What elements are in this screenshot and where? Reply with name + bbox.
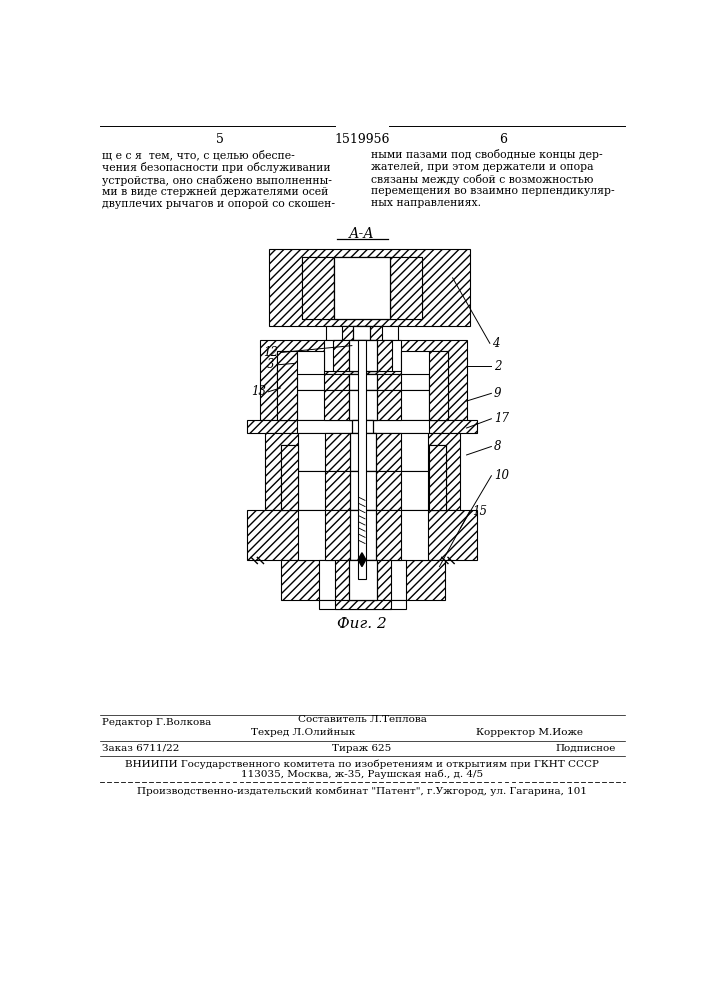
Text: Фиг. 2: Фиг. 2 xyxy=(337,617,387,631)
Bar xyxy=(428,351,448,420)
Text: 10: 10 xyxy=(493,469,509,482)
Bar xyxy=(247,510,477,560)
Bar xyxy=(301,257,422,319)
Bar xyxy=(297,389,428,420)
Bar xyxy=(358,340,366,579)
Bar xyxy=(277,351,297,420)
Text: 1519956: 1519956 xyxy=(334,133,390,146)
Bar xyxy=(390,257,422,319)
Bar xyxy=(349,340,377,371)
Bar xyxy=(297,420,428,433)
Text: Производственно-издательский комбинат "Патент", г.Ужгород, ул. Гагарина, 101: Производственно-издательский комбинат "П… xyxy=(137,786,587,796)
Text: А-А: А-А xyxy=(349,227,375,241)
Bar xyxy=(403,445,445,510)
Text: щ е с я  тем, что, с целью обеспе-
чения безопасности при обслуживании
устройств: щ е с я тем, что, с целью обеспе- чения … xyxy=(103,149,335,209)
Text: 12: 12 xyxy=(263,346,279,359)
Bar xyxy=(281,445,323,510)
Text: Заказ 6711/22: Заказ 6711/22 xyxy=(103,744,180,753)
Text: 4: 4 xyxy=(492,337,500,350)
Text: 113035, Москва, ж-35, Раушская наб., д. 4/5: 113035, Москва, ж-35, Раушская наб., д. … xyxy=(241,770,483,779)
Bar xyxy=(324,340,402,371)
Polygon shape xyxy=(358,553,366,567)
Text: 3: 3 xyxy=(267,358,274,371)
Bar xyxy=(341,326,382,340)
Bar xyxy=(335,560,391,600)
Bar xyxy=(349,433,376,471)
Text: 13: 13 xyxy=(251,385,266,398)
Bar xyxy=(269,249,470,326)
Bar xyxy=(298,510,428,560)
Bar xyxy=(334,257,390,319)
Bar xyxy=(298,471,428,510)
Text: 2: 2 xyxy=(493,360,501,373)
Bar xyxy=(325,471,401,510)
Text: 5: 5 xyxy=(216,133,224,146)
Bar xyxy=(298,433,428,471)
Bar xyxy=(324,374,402,389)
Bar xyxy=(281,445,298,510)
Text: Составитель Л.Теплова: Составитель Л.Теплова xyxy=(298,715,426,724)
Bar xyxy=(428,445,445,510)
Text: 15: 15 xyxy=(472,505,487,518)
Bar xyxy=(335,600,391,609)
Bar xyxy=(301,257,334,319)
Bar xyxy=(333,340,392,371)
Bar xyxy=(349,389,377,420)
Bar xyxy=(349,510,376,560)
Bar xyxy=(281,560,445,600)
Text: 9: 9 xyxy=(493,387,501,400)
Bar xyxy=(265,433,460,510)
Bar xyxy=(325,433,401,471)
Bar xyxy=(349,471,376,510)
Text: ВНИИПИ Государственного комитета по изобретениям и открытиям при ГКНТ СССР: ВНИИПИ Государственного комитета по изоб… xyxy=(125,759,599,769)
Bar xyxy=(354,326,370,340)
Bar xyxy=(327,326,397,340)
Text: Подписное: Подписное xyxy=(555,744,615,753)
Text: 17: 17 xyxy=(493,412,509,425)
Bar xyxy=(297,374,428,389)
Text: Техред Л.Олийнык: Техред Л.Олийнык xyxy=(251,728,356,737)
Bar xyxy=(349,560,377,600)
Text: ными пазами под свободные концы дер-
жателей, при этом держатели и опора
связаны: ными пазами под свободные концы дер- жат… xyxy=(371,149,615,208)
Bar xyxy=(320,600,406,609)
Bar xyxy=(325,510,401,560)
Bar xyxy=(247,420,477,433)
Bar xyxy=(277,351,324,420)
Text: 8: 8 xyxy=(493,440,501,453)
Bar xyxy=(349,374,377,389)
Text: Корректор М.Иоже: Корректор М.Иоже xyxy=(476,728,583,737)
Text: 6: 6 xyxy=(499,133,507,146)
Text: Тираж 625: Тираж 625 xyxy=(332,744,392,753)
Bar xyxy=(402,351,448,420)
Bar xyxy=(352,420,373,433)
Bar xyxy=(320,560,406,600)
Text: Редактор Г.Волкова: Редактор Г.Волкова xyxy=(103,718,211,727)
Bar xyxy=(324,389,402,420)
Bar xyxy=(260,340,467,420)
